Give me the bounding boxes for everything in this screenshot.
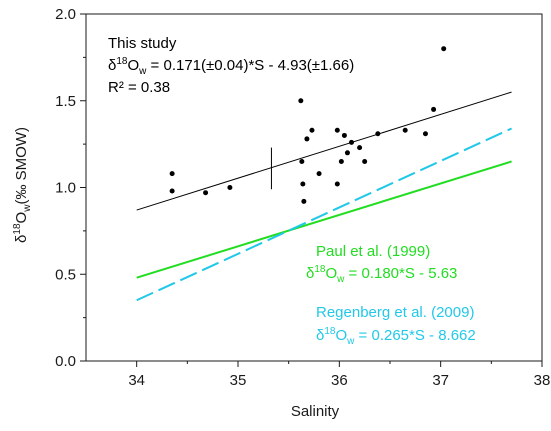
data-point xyxy=(357,145,363,151)
data-point xyxy=(341,132,347,138)
annotation-regenberg-title: Regenberg et al. (2009) xyxy=(316,304,474,321)
y-tick-label: 2.0 xyxy=(55,6,76,23)
data-point xyxy=(298,98,304,104)
data-point xyxy=(334,127,340,133)
data-point xyxy=(362,158,368,164)
x-axis-ticks: 34 35 36 37 38 xyxy=(128,361,550,389)
line-this-study-fit xyxy=(136,91,512,211)
data-point xyxy=(169,171,175,177)
y-tick-label: 1.5 xyxy=(55,93,76,110)
data-point xyxy=(300,181,306,187)
x-tick-label: 35 xyxy=(230,372,247,389)
annotation-this-study-equation: δ18Ow = 0.171(±0.04)*S - 4.93(±1.66) xyxy=(108,56,354,77)
line-paul-1999 xyxy=(136,160,512,279)
annotation-this-study: This study δ18Ow = 0.171(±0.04)*S - 4.93… xyxy=(108,35,354,96)
x-tick-label: 38 xyxy=(534,372,551,389)
x-tick-label: 34 xyxy=(128,372,145,389)
data-point xyxy=(169,188,175,194)
data-point xyxy=(316,171,322,177)
annotation-r-squared: R² = 0.38 xyxy=(108,79,170,96)
data-point xyxy=(441,46,447,52)
data-point xyxy=(227,185,233,190)
data-point xyxy=(309,127,315,133)
x-tick-label: 36 xyxy=(331,372,348,389)
data-point xyxy=(334,181,340,187)
y-tick-label: 1.0 xyxy=(55,180,76,197)
data-point xyxy=(344,150,350,156)
y-axis-ticks: 0.0 0.5 1.0 1.5 2.0 xyxy=(55,6,86,370)
data-point xyxy=(203,190,209,196)
data-point xyxy=(402,127,408,133)
y-tick-label: 0.0 xyxy=(55,353,76,370)
data-points xyxy=(169,46,447,204)
annotation-regenberg: Regenberg et al. (2009) δ18Ow = 0.265*S … xyxy=(316,304,476,347)
data-point xyxy=(304,136,310,142)
y-tick-label: 0.5 xyxy=(55,266,76,283)
data-point xyxy=(348,139,354,145)
annotation-this-study-title: This study xyxy=(108,35,177,52)
fit-lines xyxy=(136,91,513,302)
annotation-paul: Paul et al. (1999) δ18Ow = 0.180*S - 5.6… xyxy=(306,243,457,285)
x-axis-title: Salinity xyxy=(291,403,340,420)
annotation-paul-equation: δ18Ow = 0.180*S - 5.63 xyxy=(306,264,457,285)
data-point xyxy=(431,106,437,112)
data-point xyxy=(422,131,428,137)
annotation-paul-title: Paul et al. (1999) xyxy=(316,243,430,260)
data-point xyxy=(338,158,344,164)
line-regenberg-2009 xyxy=(136,127,513,302)
data-point xyxy=(375,131,381,137)
x-tick-label: 37 xyxy=(432,372,449,389)
data-point xyxy=(301,198,307,204)
annotation-regenberg-equation: δ18Ow = 0.265*S - 8.662 xyxy=(316,326,476,347)
data-point xyxy=(299,158,305,164)
y-axis-title: δ18Ow(‰ SMOW) xyxy=(12,127,33,243)
